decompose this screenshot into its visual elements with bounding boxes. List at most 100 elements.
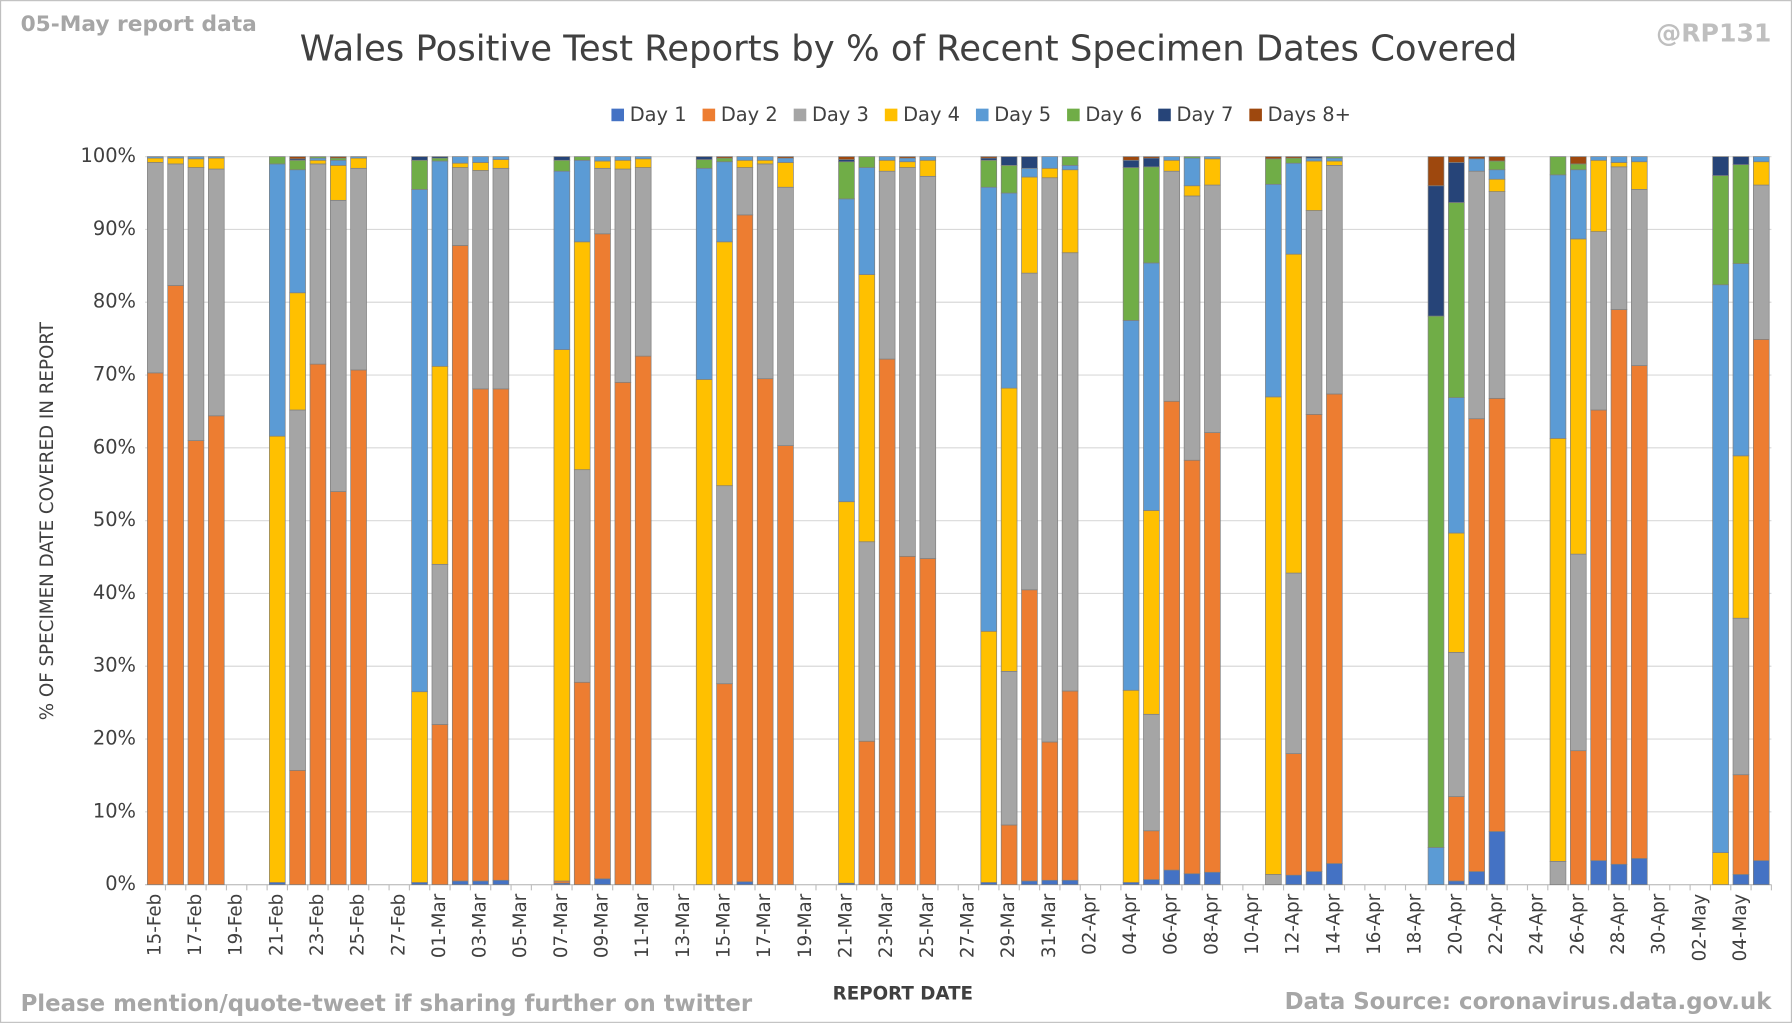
bar-segment	[472, 170, 489, 390]
x-tick-label: 28-Apr	[1608, 893, 1629, 955]
x-tick-label: 13-Mar	[673, 893, 694, 958]
bar-segment	[1488, 191, 1506, 399]
legend-swatch	[702, 108, 716, 122]
bar-segment	[634, 355, 652, 885]
bar-segment	[553, 349, 571, 882]
bar-segment	[1488, 397, 1506, 832]
x-tick-label: 27-Mar	[957, 893, 978, 958]
bar-segment	[187, 440, 205, 885]
bar-segment	[1204, 156, 1221, 160]
legend-swatch	[1067, 108, 1080, 122]
bar-segment	[350, 156, 367, 159]
bar-segment	[329, 165, 347, 201]
bar-segment	[1265, 396, 1282, 875]
y-tick-label: 10%	[93, 799, 136, 822]
x-tick-label: 23-Mar	[876, 893, 897, 958]
bar-segment	[289, 770, 306, 885]
bar-segment	[777, 186, 794, 447]
bar-segment	[695, 379, 713, 885]
bar-segment	[1122, 689, 1140, 883]
bar-segment	[147, 157, 164, 163]
bar-segment	[736, 167, 754, 216]
legend-swatch	[1249, 108, 1262, 122]
legend-label: Day 6	[1085, 103, 1142, 126]
bar-segment	[1183, 195, 1201, 461]
bar-segment	[878, 156, 896, 161]
bar-segment	[858, 740, 876, 885]
bar-segment	[1631, 161, 1648, 190]
bar-segment	[1732, 874, 1750, 885]
bar-segment	[167, 156, 184, 159]
bar-segment	[1143, 830, 1160, 880]
bar-segment	[756, 378, 774, 885]
legend-swatch	[793, 108, 807, 122]
bar-segment	[634, 158, 652, 168]
bar-segment	[1427, 185, 1445, 317]
bar-segment	[980, 630, 998, 883]
bar-segment	[838, 501, 855, 884]
bar-segment	[573, 681, 591, 885]
bar-segment	[329, 199, 347, 492]
bar-segment	[1326, 863, 1343, 885]
bar-segment	[1590, 231, 1607, 411]
bar-segment	[329, 491, 347, 885]
legend-swatch	[884, 108, 898, 122]
legend-label: Day 2	[721, 103, 778, 126]
bar-segment	[1265, 874, 1282, 885]
legend: Day 1 Day 2 Day 3 Day 4 Day 5 Day 6 Day 7 Days …	[611, 103, 1351, 126]
bar-segment	[350, 369, 367, 885]
bar-segment	[1570, 156, 1587, 165]
bar-segment	[1204, 871, 1221, 885]
bar-segment	[1610, 309, 1628, 865]
bar-segment	[1732, 455, 1750, 619]
bar-segment	[1448, 652, 1465, 797]
bar-segment	[350, 167, 367, 371]
bar-segment	[1143, 156, 1160, 159]
y-tick-label: 90%	[93, 217, 136, 240]
bar-segment	[919, 558, 937, 885]
bar-segment	[736, 214, 754, 883]
bar-segment	[1631, 189, 1648, 366]
bar-segment	[1468, 170, 1485, 420]
x-tick-label: 17-Mar	[754, 893, 775, 958]
bar-segment	[919, 156, 937, 161]
bar-segment	[289, 169, 306, 294]
legend-label: Day 3	[812, 103, 869, 126]
bar-segment	[1183, 157, 1201, 187]
bar-segment	[1163, 400, 1181, 871]
bar-segment	[1448, 532, 1465, 653]
bar-segment	[594, 160, 611, 169]
footer-note: Please mention/quote-tweet if sharing fu…	[21, 991, 753, 1017]
bar-segment	[716, 157, 733, 163]
bar-segment	[167, 157, 184, 165]
bar-segment	[1143, 262, 1160, 511]
y-tick-label: 50%	[93, 508, 136, 531]
bar-segment	[1041, 177, 1059, 743]
bar-segment	[1041, 167, 1059, 179]
x-tick-label: 27-Feb	[388, 894, 409, 956]
x-tick-label: 15-Feb	[144, 894, 165, 956]
x-tick-label: 07-Mar	[551, 893, 572, 958]
bar-segment	[594, 156, 611, 162]
bar-segment	[1122, 156, 1140, 161]
x-tick-label: 30-Apr	[1649, 893, 1670, 955]
bar-segment	[1448, 156, 1465, 163]
bar-segment	[1143, 157, 1160, 168]
bar-segment	[492, 879, 510, 885]
bar-segment	[1752, 860, 1770, 885]
bar-segment	[756, 163, 774, 380]
bar-segment	[208, 168, 225, 417]
bar-segment	[1021, 176, 1038, 274]
bar-segment	[838, 161, 855, 200]
bar-segment	[1021, 589, 1038, 882]
bar-segment	[269, 435, 286, 883]
x-tick-label: 19-Feb	[226, 894, 247, 956]
bar-segment	[1570, 169, 1587, 240]
bar-segment	[1488, 831, 1506, 885]
bar-segment	[451, 156, 469, 164]
bar-segment	[1427, 315, 1445, 848]
bar-segment	[1000, 165, 1018, 194]
bar-segment	[1590, 159, 1607, 232]
bar-segment	[614, 156, 632, 161]
bar-segment	[208, 157, 225, 170]
